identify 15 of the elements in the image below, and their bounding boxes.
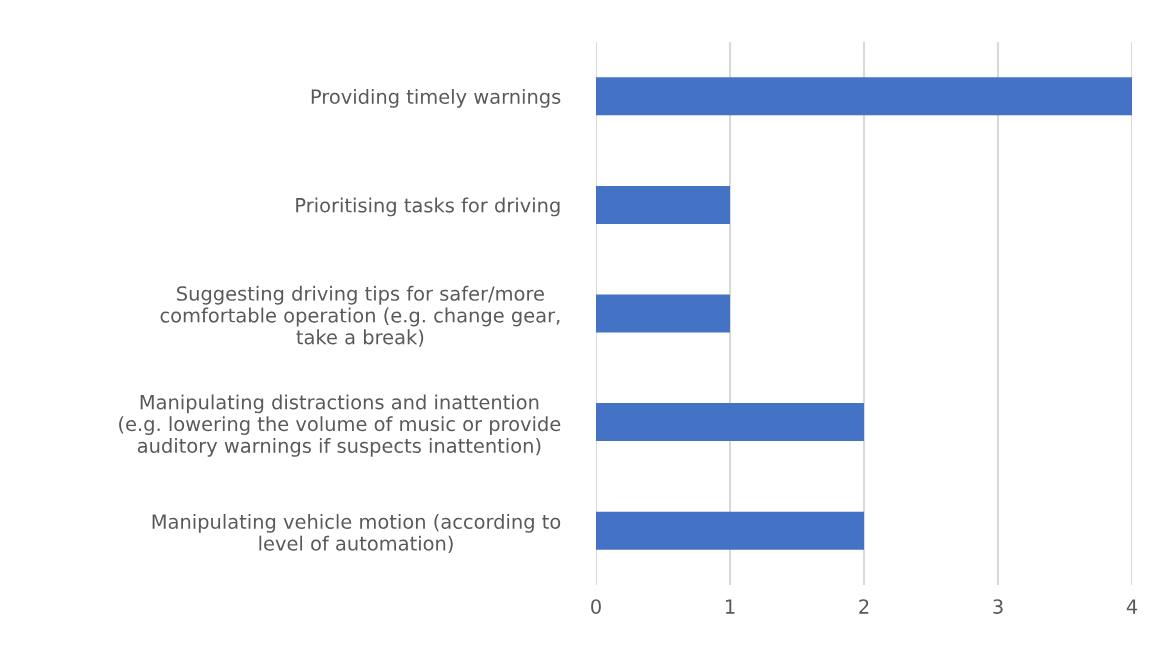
bar [596,185,730,224]
bar [596,294,730,333]
x-tick-label: 1 [725,599,735,614]
bar [596,403,864,442]
y-tick-label: Providing timely warnings [311,88,561,108]
x-tick-label: 4 [1126,599,1138,614]
y-tick-label: Suggesting driving tips for safer/more comfortable operation (e.g. change gear, take a break) [160,285,560,347]
x-tick-label: 3 [993,599,1003,614]
y-tick-label: Manipulating vehicle motion (according to level of automation) [152,513,561,554]
x-tick-label: 2 [859,599,869,614]
y-tick-label: Manipulating distractions and inattention (e.g. lowering the volume of music or provide auditory warnings if suspects inattention) [119,394,561,457]
bar [596,511,864,550]
x-tick-label: 0 [591,599,601,614]
y-tick-label: Prioritising tasks for driving [296,197,560,217]
bar [596,77,1132,116]
